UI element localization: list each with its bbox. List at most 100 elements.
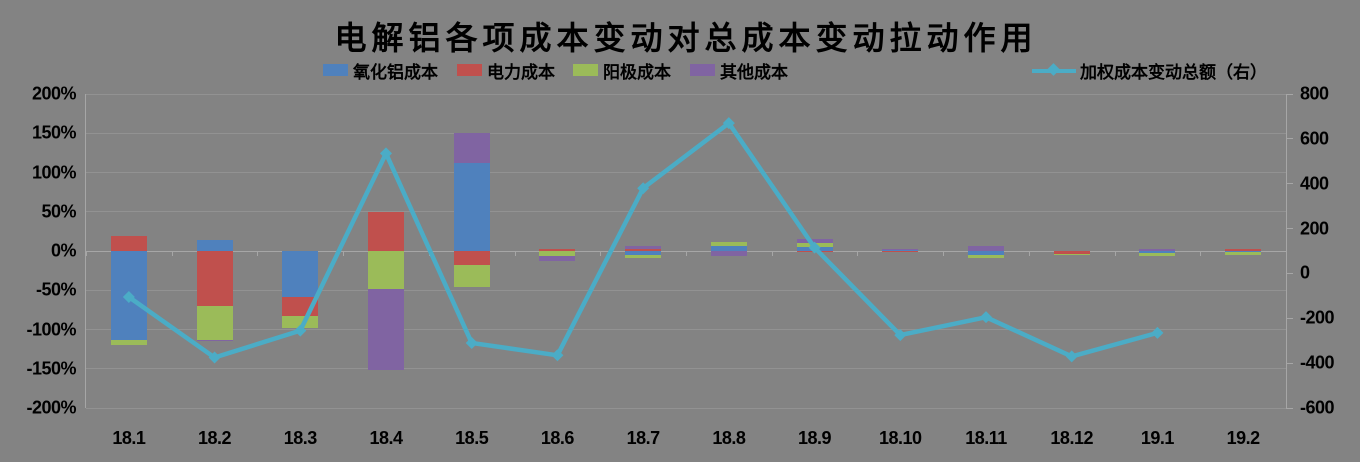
line-marker-diamond	[122, 290, 135, 303]
x-axis-category-label: 18.12	[1050, 428, 1093, 448]
bar-segment-其他成本	[539, 256, 576, 262]
line-marker-diamond	[894, 329, 907, 342]
category-axis-tick	[343, 251, 345, 256]
category-axis-tick	[1028, 251, 1030, 256]
line-marker-diamond	[980, 311, 992, 324]
bar-segment-氧化铝成本	[282, 251, 319, 297]
bar-segment-电力成本	[882, 251, 919, 252]
legend-swatch-icon	[457, 64, 482, 76]
bar-segment-氧化铝成本	[882, 250, 919, 252]
bar-segment-氧化铝成本	[1139, 251, 1176, 254]
left-axis-tick-label: 150%	[31, 122, 77, 143]
right-axis-tick-label: -200	[1300, 307, 1335, 328]
bar-segment-阳极成本	[625, 254, 662, 259]
bar-segment-电力成本	[1225, 249, 1262, 251]
x-axis-category-label: 18.3	[283, 428, 318, 448]
x-axis-category-label: 18.10	[879, 428, 922, 448]
bar-segment-氧化铝成本	[196, 240, 233, 251]
bar-segment-其他成本	[796, 239, 833, 244]
x-axis-category-label: 18.9	[798, 428, 832, 448]
category-axis-tick	[257, 251, 259, 256]
right-axis-tick	[1286, 138, 1293, 140]
right-axis-tick-label: 800	[1300, 83, 1329, 104]
gridline	[86, 93, 1286, 95]
bar-segment-其他成本	[882, 248, 919, 250]
right-axis-tick	[1286, 93, 1293, 95]
legend-line-marker-icon	[1032, 63, 1076, 76]
right-axis-tick	[1286, 228, 1293, 230]
chart-title: 电解铝各项成本变动对总成本变动拉动作用	[334, 20, 1038, 56]
category-axis-tick	[771, 251, 773, 256]
bar-segment-阳极成本	[453, 265, 490, 288]
right-axis-tick-label: 400	[1300, 173, 1329, 194]
gridline	[86, 132, 1286, 134]
bar-segment-氧化铝成本	[453, 163, 490, 251]
x-axis-category-label: 18.11	[965, 428, 1007, 448]
bar-segment-氧化铝成本	[968, 251, 1004, 255]
x-axis-category-label: 19.2	[1226, 428, 1261, 448]
category-axis-tick	[857, 251, 859, 256]
right-axis-tick	[1286, 362, 1293, 364]
bar-segment-电力成本	[110, 236, 147, 251]
legend-swatch-icon	[690, 64, 715, 76]
bar-segment-其他成本	[368, 288, 404, 370]
legend-label: 电力成本	[487, 62, 555, 82]
left-axis-tick-label: -200%	[26, 397, 76, 418]
line-marker-diamond	[294, 324, 307, 337]
x-axis-category-label: 18.7	[626, 428, 661, 448]
legend-item-阳极成本: 阳极成本	[573, 60, 671, 82]
x-axis-category-label: 18.6	[540, 428, 575, 448]
left-axis-tick-label: 200%	[31, 83, 77, 104]
bar-segment-电力成本	[196, 251, 233, 306]
category-axis-tick	[686, 251, 687, 256]
legend-item-氧化铝成本: 氧化铝成本	[323, 60, 438, 82]
right-axis-tick-label: -600	[1300, 397, 1335, 418]
left-axis-tick-label: 100%	[31, 162, 77, 182]
bar-segment-电力成本	[539, 248, 576, 251]
gridline	[86, 211, 1286, 213]
gridline	[86, 289, 1286, 291]
x-axis-category-label: 19.1	[1140, 428, 1175, 448]
gridline	[86, 368, 1286, 370]
line-marker-diamond	[208, 351, 221, 364]
bar-segment-阳极成本	[1053, 254, 1090, 256]
category-axis-tick	[943, 251, 945, 256]
bar-segment-电力成本	[368, 211, 404, 251]
legend-item-其他成本: 其他成本	[690, 60, 788, 82]
category-axis-tick	[1114, 251, 1116, 256]
category-axis-tick	[514, 251, 516, 256]
x-axis-category-label: 18.4	[369, 428, 403, 448]
legend-item-加权成本变动总额（右）: 加权成本变动总额（右）	[1032, 60, 1267, 82]
gridline	[86, 407, 1286, 409]
line-marker-diamond	[1151, 326, 1164, 339]
left-axis-tick-label: 0%	[50, 240, 77, 261]
bar-segment-其他成本	[968, 245, 1004, 251]
bar-segment-电力成本	[453, 251, 490, 266]
line-marker-diamond	[722, 117, 735, 130]
bar-segment-其他成本	[1139, 249, 1176, 251]
category-axis-tick	[600, 251, 602, 256]
line-marker-diamond	[551, 349, 564, 362]
bar-segment-其他成本	[453, 133, 490, 164]
legend-label: 氧化铝成本	[353, 62, 438, 82]
legend-swatch-icon	[323, 64, 348, 76]
bar-segment-阳极成本	[196, 305, 233, 340]
bar-segment-阳极成本	[282, 316, 319, 328]
category-axis-tick	[171, 251, 173, 256]
left-axis-line	[85, 94, 86, 408]
right-axis-tick-label: 0	[1300, 262, 1310, 283]
bar-segment-电力成本	[625, 249, 662, 251]
right-axis-tick-label: 200	[1300, 218, 1329, 239]
x-axis-category-label: 18.1	[112, 428, 146, 448]
left-axis-tick-label: -150%	[26, 358, 76, 379]
gridline	[86, 172, 1286, 173]
bar-segment-阳极成本	[710, 242, 747, 247]
legend-swatch-icon	[573, 64, 598, 76]
gridline	[86, 329, 1286, 330]
bar-segment-阳极成本	[882, 249, 919, 251]
category-axis-tick	[1286, 251, 1287, 256]
legend-label: 加权成本变动总额（右）	[1080, 62, 1267, 82]
legend-label: 阳极成本	[603, 62, 671, 82]
